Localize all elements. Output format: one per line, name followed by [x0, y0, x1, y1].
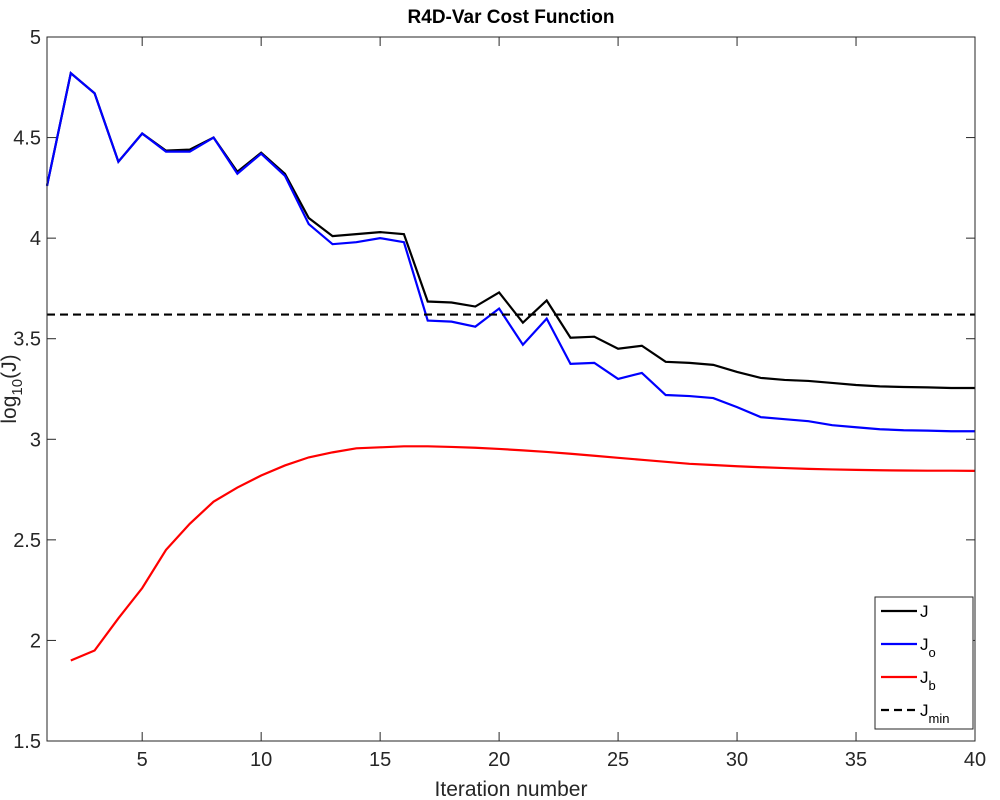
x-tick-label: 35	[845, 749, 867, 771]
series-line-jo	[45, 71, 975, 433]
legend-box	[874, 596, 974, 730]
plot-area-frame	[46, 36, 976, 742]
y-tick-label: 1.5	[13, 731, 41, 753]
y-tick-label: 4.5	[13, 128, 41, 150]
legend-entry-jmin: Jmin	[920, 701, 949, 726]
x-tick-label: 40	[964, 749, 986, 771]
legend-entry-jo: Jo	[920, 635, 936, 660]
x-tick-label: 5	[137, 749, 148, 771]
x-tick-label: 30	[726, 749, 748, 771]
series-line-jb	[70, 445, 976, 662]
y-axis-label: log10(J)	[0, 354, 26, 423]
legend-entry-j: J	[920, 602, 929, 621]
x-tick-label: 10	[250, 749, 272, 771]
x-axis-label: Iteration number	[435, 778, 588, 800]
y-tick-label: 4	[30, 228, 41, 250]
legend: J Jo Jb Jmin	[874, 596, 974, 730]
y-tick-label: 2	[30, 630, 41, 652]
y-tick-label: 3.5	[13, 329, 41, 351]
x-tick-label: 15	[369, 749, 391, 771]
y-tick-label: 2.5	[13, 530, 41, 552]
x-tick-label: 20	[488, 749, 510, 771]
x-tick-label: 25	[607, 749, 629, 771]
chart-title: R4D-Var Cost Function	[408, 7, 615, 28]
legend-entry-jb: Jb	[920, 668, 936, 693]
series-line-j	[45, 71, 975, 390]
y-tick-label: 5	[30, 27, 41, 49]
y-tick-label: 3	[30, 429, 41, 451]
